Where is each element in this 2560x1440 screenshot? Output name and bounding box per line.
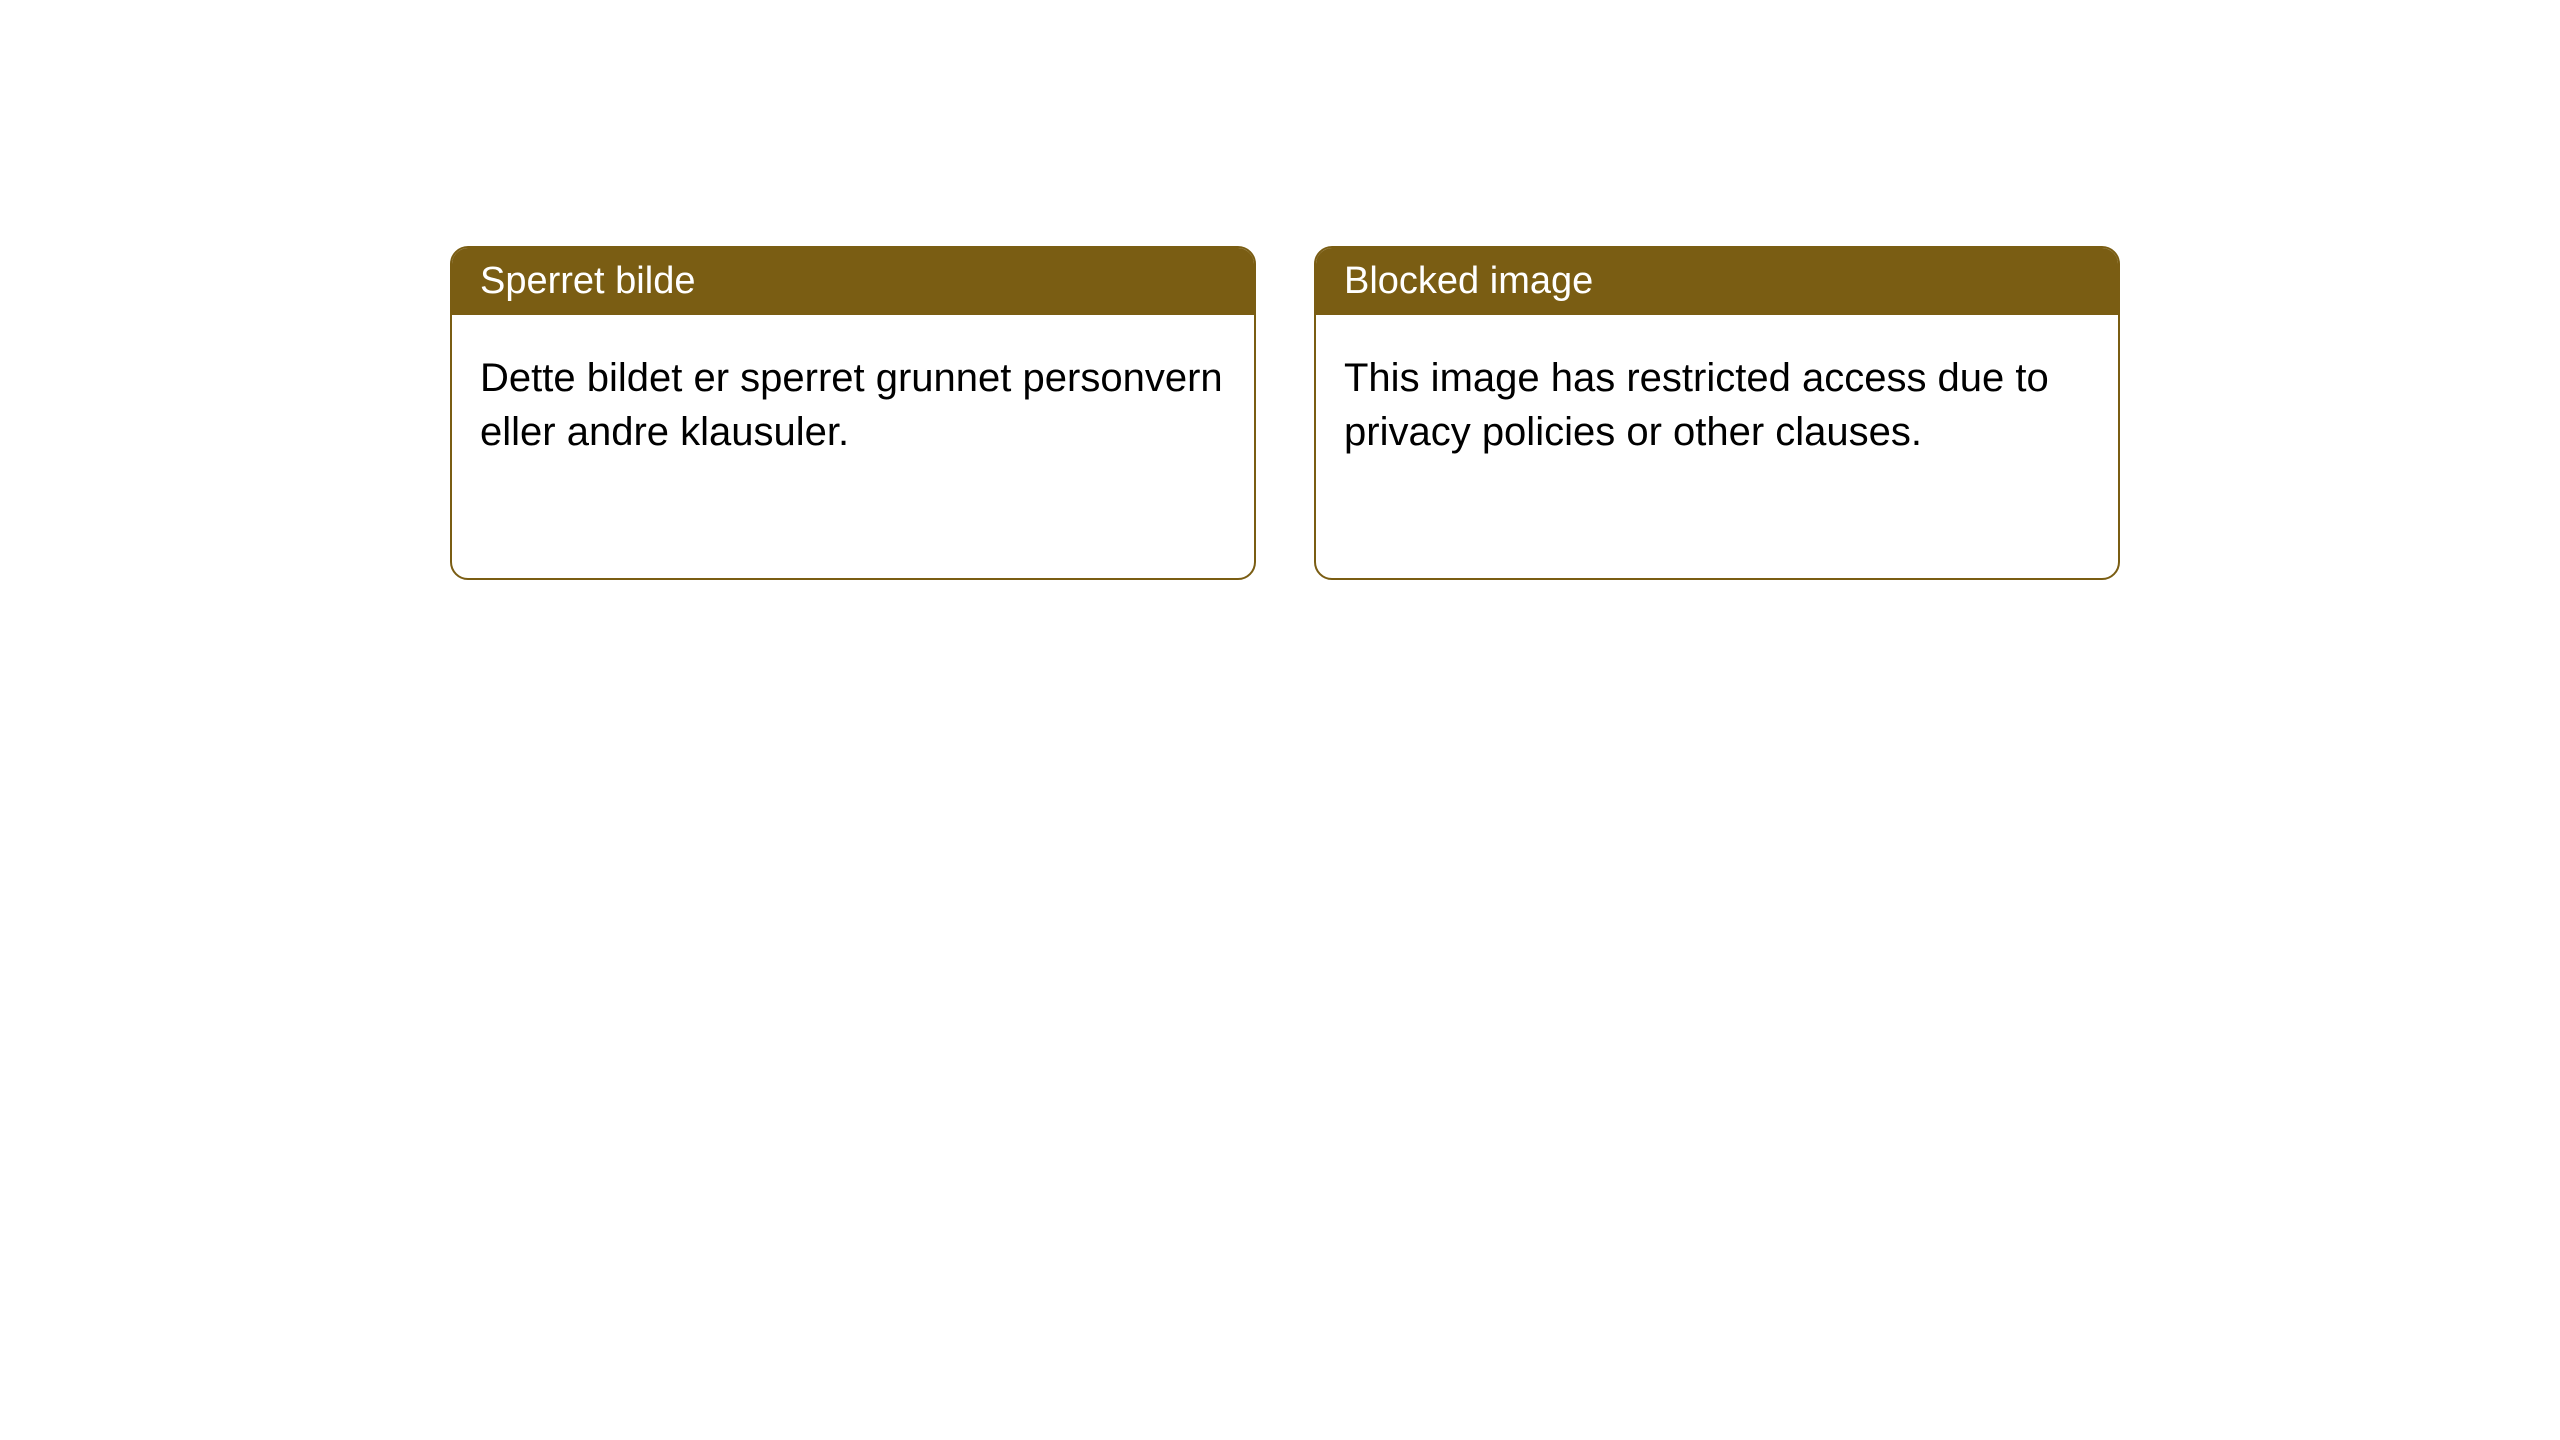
notice-header: Sperret bilde <box>452 248 1254 315</box>
notice-container: Sperret bilde Dette bildet er sperret gr… <box>0 0 2560 580</box>
notice-body: This image has restricted access due to … <box>1316 315 2118 495</box>
notice-card-norwegian: Sperret bilde Dette bildet er sperret gr… <box>450 246 1256 580</box>
notice-header: Blocked image <box>1316 248 2118 315</box>
notice-card-english: Blocked image This image has restricted … <box>1314 246 2120 580</box>
notice-body: Dette bildet er sperret grunnet personve… <box>452 315 1254 495</box>
